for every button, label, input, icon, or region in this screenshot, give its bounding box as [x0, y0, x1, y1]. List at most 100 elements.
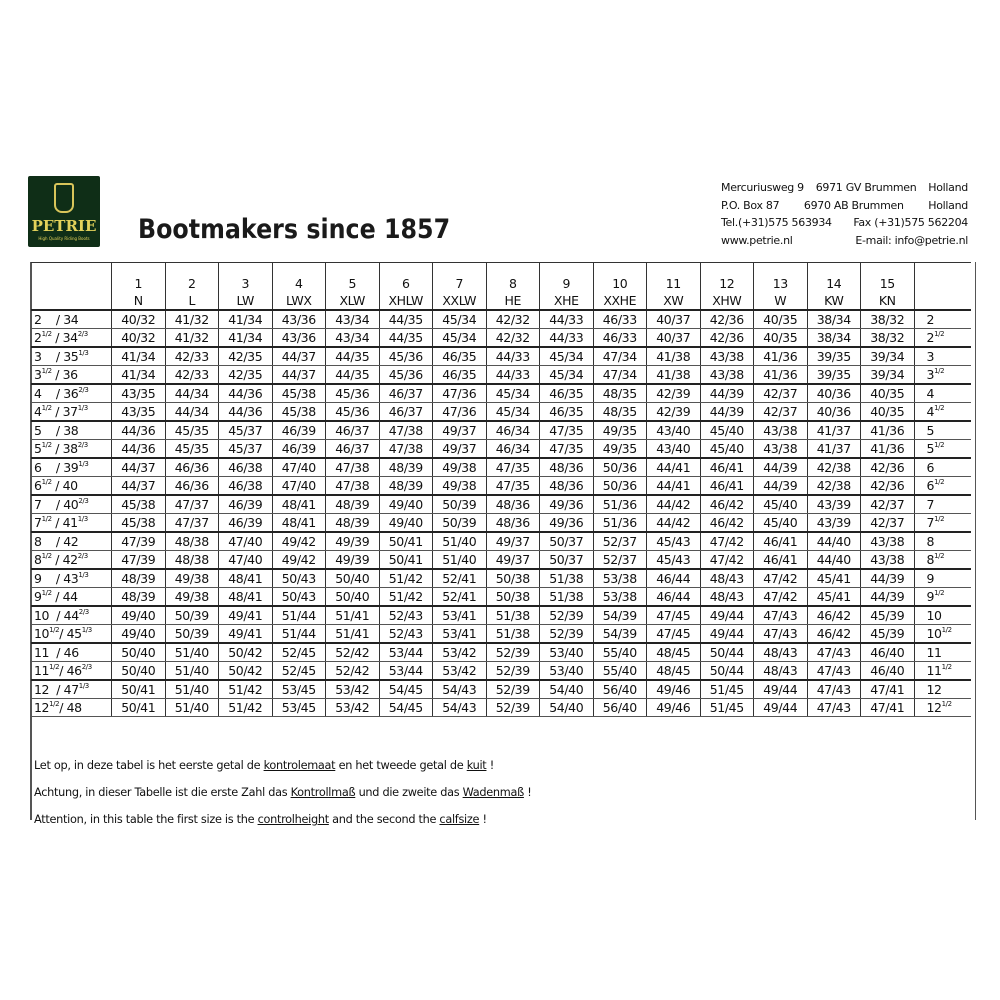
- eu-size: 48: [66, 700, 83, 715]
- table-row: 111/2/ 462/3 50/40 51/40 50/42 52/45 52/42 53/…: [31, 661, 971, 681]
- table-cell: 46/38: [218, 476, 272, 496]
- table-cell: 48/39: [325, 513, 379, 533]
- table-cell: 44/36: [218, 402, 272, 422]
- separator: /: [51, 367, 63, 382]
- table-cell: 45/34: [485, 402, 540, 422]
- eu-size-fraction: 1/3: [77, 404, 88, 412]
- table-cell: 42/38: [806, 457, 861, 477]
- page-title: Bootmakers since 1857: [138, 214, 451, 245]
- table-cell: 41/34: [111, 365, 165, 385]
- eu-size-fraction: 2/3: [77, 552, 88, 560]
- note-line: Let op, in deze tabel is het eerste geta…: [34, 752, 531, 779]
- column-header: 3 LW: [218, 262, 272, 311]
- table-cell: 46/39: [271, 439, 326, 459]
- table-cell: 46/42: [699, 513, 754, 533]
- column-header: 7 XXLW: [432, 262, 486, 311]
- uk-size: 12: [34, 682, 50, 697]
- table-cell: 41/36: [860, 420, 914, 440]
- table-cell: 44/42: [646, 494, 700, 514]
- table-cell: 47/35: [485, 476, 540, 496]
- row-uk-size: 6: [913, 457, 971, 477]
- table-cell: 43/39: [806, 513, 861, 533]
- table-cell: 53/45: [271, 698, 326, 717]
- address-part: Mercuriusweg 9: [721, 181, 804, 194]
- table-cell: 51/44: [271, 605, 326, 625]
- table-cell: 45/36: [378, 346, 433, 366]
- table-cell: 42/36: [699, 328, 754, 348]
- table-row: 3 / 351/3 41/34 42/33 42/35 44/37 44/35 45/36 4…: [31, 346, 971, 366]
- table-row: 61/2 / 40 44/37 46/36 46/38 47/40 47/38 48/39 4…: [31, 476, 971, 496]
- table-cell: 52/43: [378, 624, 433, 644]
- row-size-label: 61/2 / 40: [31, 476, 112, 496]
- table-cell: 49/44: [753, 698, 807, 717]
- table-cell: 43/38: [699, 346, 754, 366]
- table-cell: 44/37: [271, 365, 326, 385]
- table-cell: 49/37: [432, 439, 486, 459]
- table-cell: 48/39: [111, 568, 165, 588]
- row-size-label: 81/2 / 422/3: [31, 550, 112, 570]
- table-cell: 40/35: [860, 383, 914, 403]
- table-cell: 50/43: [271, 587, 326, 607]
- column-number: 2: [187, 276, 196, 291]
- table-cell: 47/45: [646, 624, 700, 644]
- table-cell: 44/35: [378, 310, 433, 329]
- table-cell: 56/40: [592, 698, 647, 717]
- table-cell: 46/44: [646, 568, 700, 588]
- table-cell: 40/35: [860, 402, 914, 422]
- note-text: !: [486, 759, 495, 772]
- table-cell: 47/43: [806, 698, 861, 717]
- table-cell: 49/44: [753, 679, 807, 699]
- separator: /: [41, 312, 64, 327]
- note-line: Achtung, in dieser Tabelle ist die erste…: [34, 779, 532, 806]
- row-size-label: 121/2/ 48: [31, 698, 112, 717]
- table-cell: 52/37: [592, 550, 647, 570]
- column-header: 12 XHW: [699, 262, 754, 311]
- row-uk-size: 41/2: [913, 402, 971, 422]
- eu-size: 46: [66, 663, 83, 678]
- table-cell: 42/38: [806, 476, 861, 496]
- table-cell: 47/34: [592, 365, 647, 385]
- table-cell: 52/45: [271, 642, 326, 662]
- eu-size-fraction: 1/3: [78, 571, 89, 579]
- eu-size: 36: [62, 367, 79, 382]
- row-uk-size: 4: [913, 383, 971, 403]
- table-cell: 50/41: [378, 550, 433, 570]
- table-cell: 53/44: [378, 642, 433, 662]
- uk-size: 11: [34, 645, 50, 660]
- table-cell: 45/40: [699, 420, 754, 440]
- table-cell: 41/37: [806, 420, 861, 440]
- separator: /: [49, 682, 64, 697]
- row-size-label: 2 / 34: [31, 310, 112, 329]
- row-uk-size: 21/2: [913, 328, 971, 348]
- table-cell: 43/38: [860, 531, 914, 551]
- table-cell: 44/39: [860, 568, 914, 588]
- table-cell: 47/43: [753, 605, 807, 625]
- table-cell: 39/34: [860, 346, 914, 366]
- table-cell: 48/39: [378, 457, 433, 477]
- note-line: Attention, in this table the first size …: [34, 806, 531, 833]
- note-keyword: calfsize: [439, 813, 480, 826]
- uk-size: 5: [34, 423, 42, 438]
- petrie-logo: PETRIE High Quality Riding Boots: [28, 176, 100, 247]
- column-code: N: [133, 293, 143, 308]
- column-code: XHW: [712, 293, 742, 308]
- table-cell: 47/43: [753, 624, 807, 644]
- table-row: 91/2 / 44 48/39 49/38 48/41 50/43 50/40 51/42 5…: [31, 587, 971, 607]
- eu-size-fraction: 2/3: [78, 497, 89, 505]
- eu-size-fraction: 1/3: [78, 349, 89, 357]
- column-header: 13 W: [753, 262, 807, 311]
- table-cell: 51/38: [485, 605, 540, 625]
- table-cell: 40/35: [753, 310, 807, 329]
- table-row: 21/2 / 342/3 40/32 41/32 41/34 43/36 43/34 44/…: [31, 328, 971, 348]
- table-cell: 44/40: [806, 550, 861, 570]
- row-uk-size: 7: [913, 494, 971, 514]
- uk-size-fraction: 1/2: [934, 441, 945, 449]
- eu-size: 44: [63, 608, 80, 623]
- table-cell: 46/41: [753, 531, 807, 551]
- table-cell: 46/37: [378, 383, 433, 403]
- row-uk-size: 3: [913, 346, 971, 366]
- column-code: LWX: [285, 293, 312, 308]
- table-cell: 44/35: [325, 365, 379, 385]
- table-cell: 44/35: [325, 346, 379, 366]
